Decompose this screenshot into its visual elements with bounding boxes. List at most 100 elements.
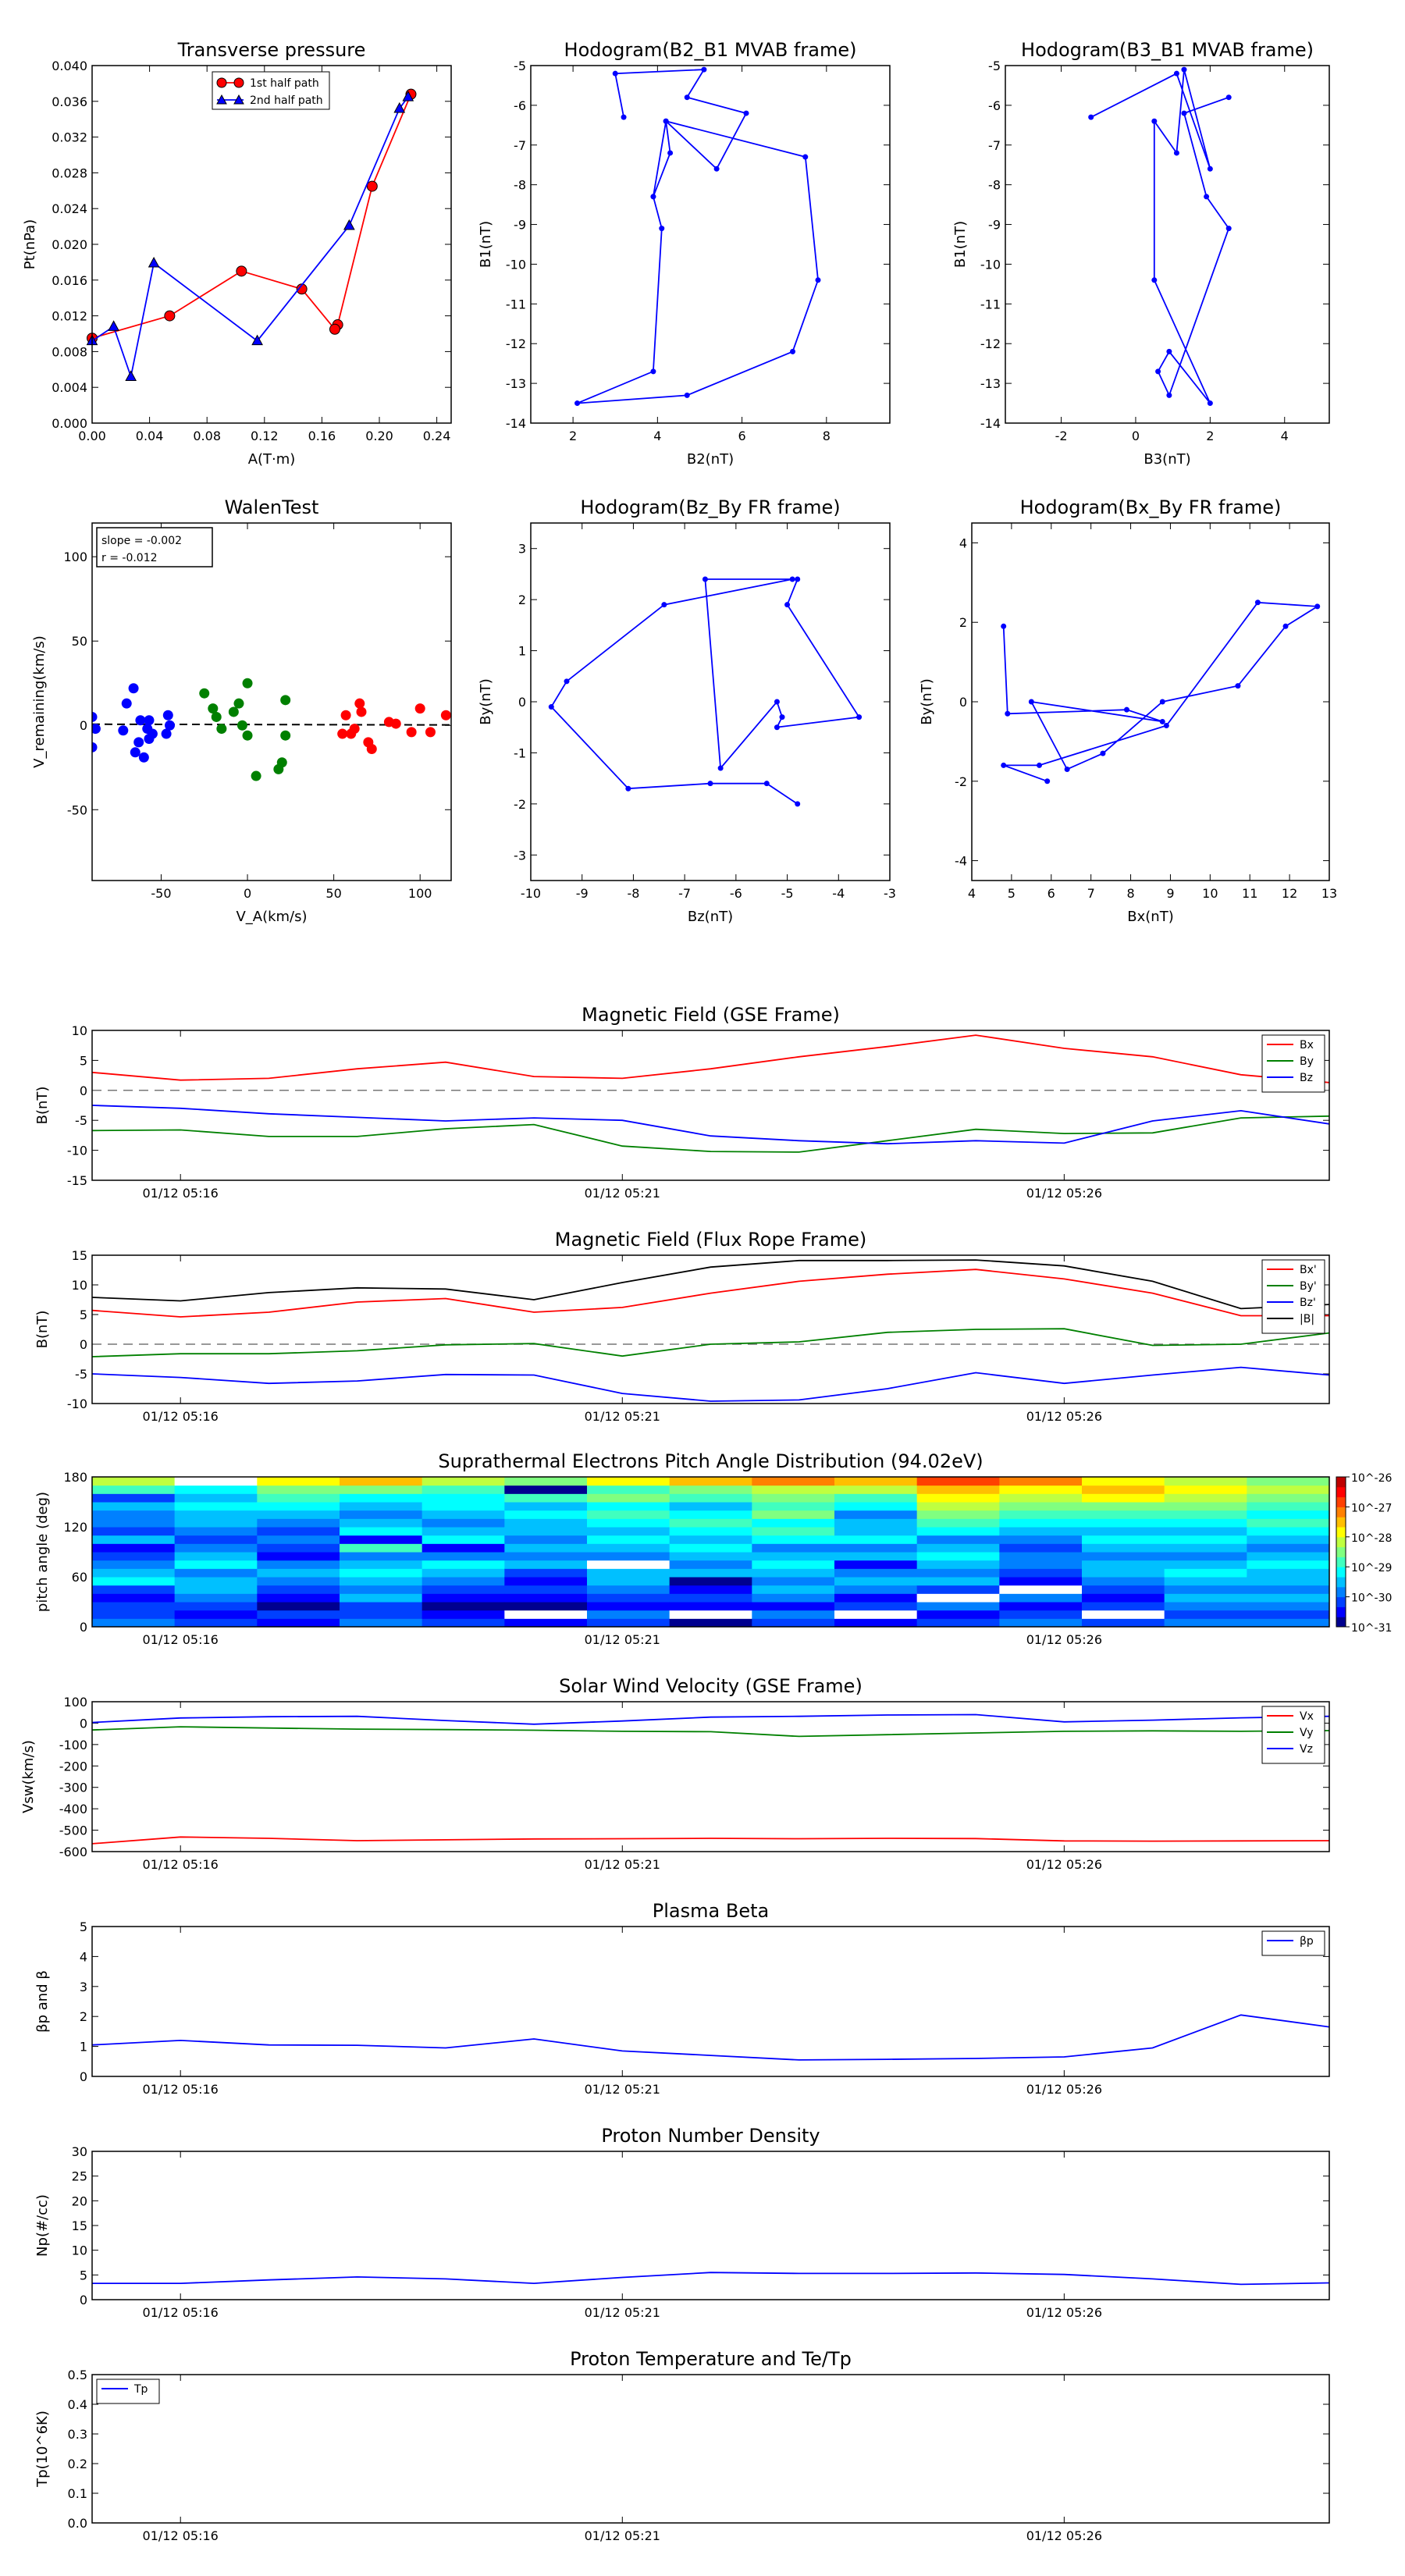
data-point bbox=[161, 728, 172, 739]
data-point bbox=[663, 118, 669, 124]
data-point bbox=[1314, 603, 1321, 610]
heatmap-cell bbox=[257, 1577, 340, 1586]
panel-pad: Suprathermal Electrons Pitch Angle Distr… bbox=[34, 1450, 1393, 1647]
data-point bbox=[650, 368, 656, 375]
data-point bbox=[211, 711, 222, 722]
data-point bbox=[779, 714, 785, 720]
heatmap-cell bbox=[669, 1585, 752, 1594]
series-line bbox=[550, 578, 861, 805]
data-point bbox=[815, 277, 821, 283]
heatmap-cell bbox=[1164, 1593, 1247, 1603]
heatmap-cell bbox=[422, 1577, 505, 1586]
colorbar-label: 10^-28 bbox=[1351, 1532, 1392, 1545]
heatmap-cell bbox=[174, 1493, 258, 1503]
x-tick-label: 0.00 bbox=[78, 429, 106, 443]
data-point bbox=[276, 757, 287, 768]
y-tick-label: 25 bbox=[72, 2169, 87, 2184]
time-tick-label: 01/12 05:21 bbox=[585, 2528, 660, 2543]
y-tick-label: -6 bbox=[514, 98, 526, 113]
heatmap-cell bbox=[92, 1610, 176, 1619]
heatmap-cell bbox=[669, 1593, 752, 1603]
y-tick-label: -500 bbox=[59, 1823, 87, 1838]
series-line bbox=[1002, 601, 1320, 782]
y-axis-label: Vsw(km/s) bbox=[20, 1740, 37, 1813]
series-line bbox=[92, 1259, 1329, 1310]
x-tick-label: -2 bbox=[1055, 429, 1068, 443]
heatmap-cell bbox=[257, 1477, 340, 1486]
heatmap-cell bbox=[92, 1527, 176, 1536]
y-tick-label: 2 bbox=[518, 592, 526, 607]
x-tick-label: 9 bbox=[1166, 886, 1174, 901]
heatmap-cell bbox=[916, 1477, 1000, 1486]
plot-frame bbox=[91, 2374, 1330, 2524]
heatmap-cell bbox=[1082, 1543, 1165, 1553]
heatmap-cell bbox=[92, 1543, 176, 1553]
y-tick-label: 3 bbox=[518, 542, 526, 557]
heatmap-cell bbox=[669, 1493, 752, 1503]
heatmap-cell bbox=[340, 1477, 423, 1486]
heatmap-cell bbox=[92, 1568, 176, 1578]
heatmap-cell bbox=[422, 1543, 505, 1553]
heatmap-cell bbox=[504, 1593, 588, 1603]
data-point bbox=[144, 715, 155, 726]
y-tick-label: -14 bbox=[506, 416, 526, 431]
data-point bbox=[130, 747, 140, 758]
heatmap-cell bbox=[92, 1510, 176, 1519]
colorbar-segment bbox=[1336, 1517, 1346, 1528]
heatmap-cell bbox=[92, 1502, 176, 1511]
time-tick-label: 01/12 05:21 bbox=[585, 2305, 660, 2320]
y-tick-label: 0.040 bbox=[52, 59, 87, 73]
y-tick-label: 0 bbox=[518, 695, 526, 710]
heatmap-cell bbox=[916, 1543, 1000, 1553]
data-point bbox=[1254, 600, 1261, 606]
y-tick-label: 0.004 bbox=[52, 380, 87, 395]
x-axis-label: A(T·m) bbox=[248, 451, 296, 468]
heatmap-cell bbox=[587, 1477, 670, 1486]
series-line bbox=[91, 96, 409, 379]
x-tick-label: 0.16 bbox=[308, 429, 336, 443]
y-tick-label: -9 bbox=[514, 218, 526, 233]
chart-title: Magnetic Field (GSE Frame) bbox=[582, 1004, 840, 1026]
heatmap-cell bbox=[340, 1602, 423, 1611]
heatmap-cell bbox=[340, 1585, 423, 1594]
data-point bbox=[414, 703, 425, 714]
heatmap-cell bbox=[834, 1610, 918, 1619]
time-tick-label: 01/12 05:16 bbox=[143, 2305, 219, 2320]
y-tick-label: 100 bbox=[63, 1695, 87, 1710]
heatmap-cell bbox=[1164, 1543, 1247, 1553]
heatmap-cell bbox=[587, 1552, 670, 1561]
heatmap-cell bbox=[92, 1585, 176, 1594]
y-tick-label: -13 bbox=[980, 376, 1001, 391]
heatmap-cell bbox=[1247, 1577, 1330, 1586]
y-axis-label: B1(nT) bbox=[952, 221, 969, 268]
legend-box bbox=[1261, 1259, 1325, 1334]
heatmap-cell bbox=[999, 1493, 1083, 1503]
x-tick-label: 0 bbox=[244, 886, 251, 901]
heatmap-cell bbox=[1247, 1602, 1330, 1611]
heatmap-cell bbox=[340, 1502, 423, 1511]
heatmap-cell bbox=[92, 1552, 176, 1561]
data-point bbox=[802, 154, 809, 160]
data-point bbox=[774, 724, 780, 731]
series-line bbox=[92, 1713, 1329, 1725]
heatmap-cell bbox=[504, 1502, 588, 1511]
heatmap-cell bbox=[1082, 1518, 1165, 1528]
heatmap-cell bbox=[669, 1552, 752, 1561]
data-point bbox=[1064, 767, 1070, 773]
y-tick-label: 5 bbox=[80, 2268, 87, 2282]
legend-label: Tp bbox=[133, 2383, 148, 2396]
heatmap-cell bbox=[504, 1618, 588, 1628]
heatmap-cell bbox=[174, 1577, 258, 1586]
heatmap-cell bbox=[669, 1527, 752, 1536]
heatmap-cell bbox=[752, 1602, 835, 1611]
colorbar-segment bbox=[1336, 1617, 1346, 1628]
y-tick-label: 60 bbox=[72, 1570, 87, 1585]
heatmap-cell bbox=[834, 1477, 918, 1486]
y-tick-label: 0.4 bbox=[68, 2397, 87, 2412]
heatmap-cell bbox=[174, 1552, 258, 1561]
panel-walen: WalenTest -50 0 50 100 -50 0 50 100 V_A(km/s) V_re… bbox=[31, 496, 452, 925]
y-tick-label: 5 bbox=[80, 1053, 87, 1068]
heatmap-cell bbox=[999, 1535, 1083, 1544]
heatmap-cell bbox=[257, 1568, 340, 1578]
data-point bbox=[133, 737, 144, 748]
